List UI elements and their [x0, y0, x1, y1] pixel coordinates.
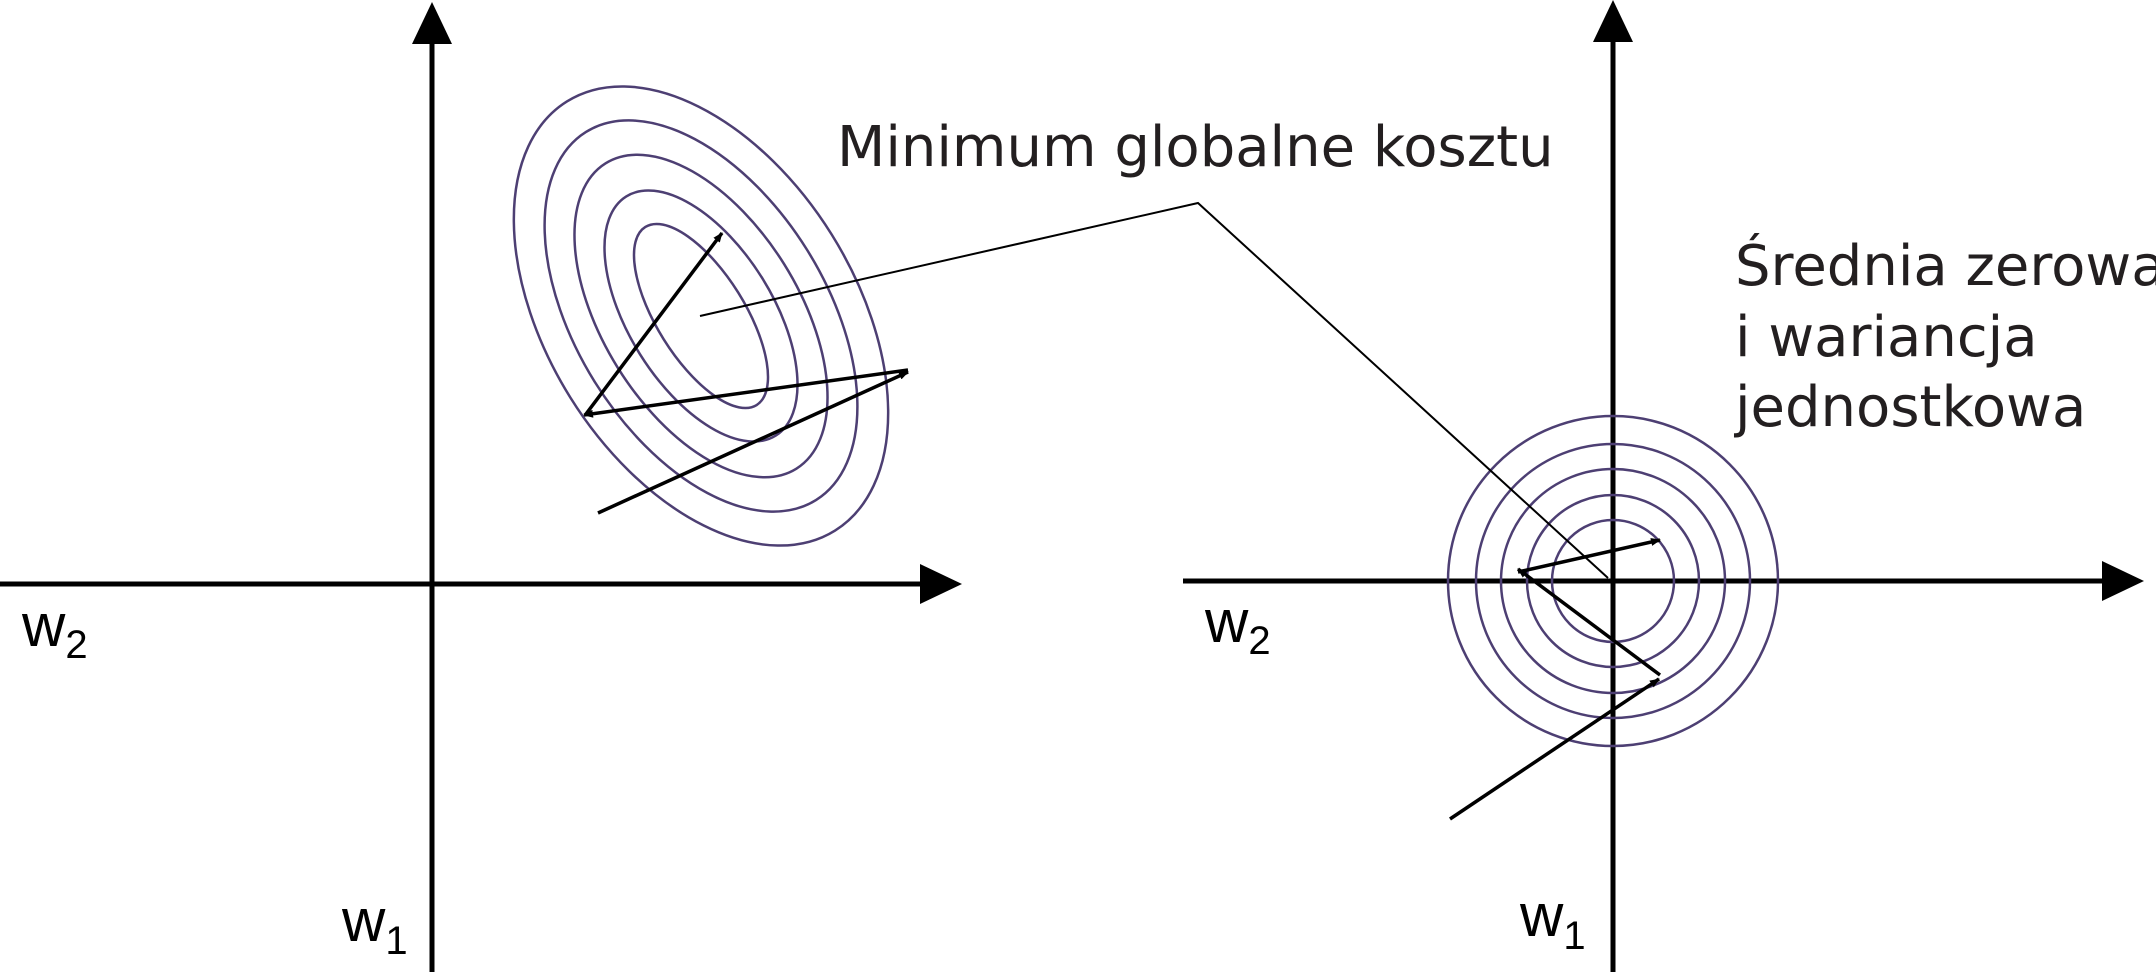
left-panel: w2 w1: [0, 2, 962, 972]
contour-ring: [543, 119, 859, 513]
descent-step-arrow: [1517, 538, 1661, 574]
left-x-axis-arrowhead: [920, 564, 962, 604]
annotations: Minimum globalne kosztu Średnia zerowa i…: [699, 115, 2156, 579]
contour-ring: [603, 189, 799, 443]
left-y-axis-label: w1: [341, 887, 408, 963]
standardized-label-line1: Średnia zerowa: [1735, 234, 2156, 299]
descent-step-arrow: [584, 231, 724, 416]
right-x-axis-arrowhead: [2102, 561, 2144, 601]
right-y-axis-label: w1: [1519, 882, 1586, 958]
left-descent-path: [583, 231, 909, 515]
descent-step-arrow: [1516, 567, 1662, 677]
contour-ring: [512, 85, 890, 547]
contour-ring: [1474, 442, 1752, 720]
standardized-label-line2: i wariancja: [1735, 305, 2038, 370]
descent-step-arrow: [597, 370, 909, 515]
global-minimum-leader-line: [699, 201, 1609, 579]
descent-step-arrow: [1449, 677, 1660, 821]
right-panel: w2 w1: [1183, 0, 2144, 972]
contour-ring: [632, 222, 770, 410]
left-x-axis-label: w2: [21, 592, 88, 667]
right-y-axis-arrowhead: [1593, 0, 1633, 42]
right-cost-contours: [1446, 414, 1780, 748]
contour-ring: [1525, 493, 1701, 669]
contour-ring: [1446, 414, 1780, 748]
global-minimum-label: Minimum globalne kosztu: [837, 115, 1554, 180]
left-y-axis-arrowhead: [412, 2, 452, 44]
standardized-label-line3: jednostkowa: [1733, 375, 2086, 440]
right-descent-path: [1449, 538, 1662, 821]
contour-ring: [573, 153, 829, 479]
left-cost-contours: [512, 85, 890, 547]
contour-ring: [1499, 467, 1727, 695]
descent-step-arrow: [583, 368, 909, 418]
right-x-axis-label: w2: [1204, 588, 1271, 663]
